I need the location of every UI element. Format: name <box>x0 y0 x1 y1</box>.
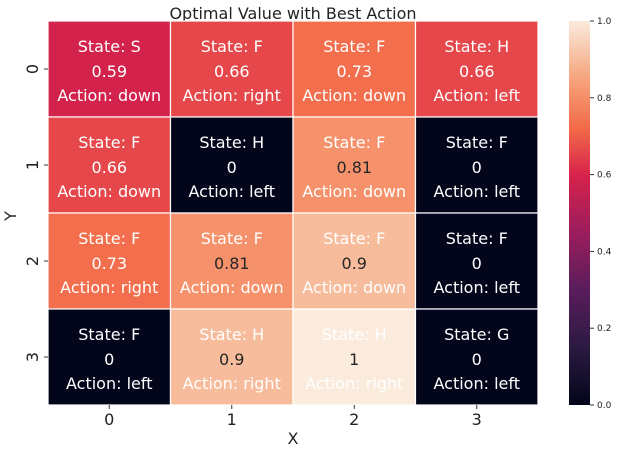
heatmap-cell <box>169 212 294 310</box>
cell-action-label: Action: right <box>183 86 281 105</box>
cell-state-label: State: F <box>323 37 385 56</box>
x-axis-ticks: 0 1 2 3 <box>104 405 482 429</box>
cell-action-label: Action: right <box>305 374 403 393</box>
heatmap-cell <box>47 116 172 214</box>
heatmap-cells: State: S 0.59 Action: down State: F 0.66 Acti… <box>47 20 539 406</box>
cell-action-label: Action: down <box>302 278 406 297</box>
colorbar-tick-label: 0.6 <box>597 171 612 181</box>
cell-value-label: 0.73 <box>336 62 372 81</box>
cell-value-label: 0.81 <box>336 158 372 177</box>
colorbar-tick-label: 0.4 <box>597 247 612 257</box>
cell-state-label: State: F <box>78 325 140 344</box>
x-axis-label: X <box>288 429 299 448</box>
cell-value-label: 0.66 <box>459 62 495 81</box>
cell-action-label: Action: left <box>434 86 521 105</box>
heatmap-cell <box>169 20 294 118</box>
cell-value-label: 0.66 <box>214 62 250 81</box>
cell-action-label: Action: left <box>434 374 521 393</box>
heatmap-cell <box>292 308 417 406</box>
x-tick-label: 2 <box>349 410 359 429</box>
heatmap-cell <box>414 212 539 310</box>
y-axis-label: Y <box>1 211 20 222</box>
x-tick-label: 3 <box>472 410 482 429</box>
cell-action-label: Action: left <box>434 182 521 201</box>
cell-value-label: 0 <box>472 254 482 273</box>
cell-state-label: State: F <box>201 37 263 56</box>
cell-value-label: 0 <box>227 158 237 177</box>
cell-action-label: Action: right <box>60 278 158 297</box>
cell-value-label: 0 <box>104 350 114 369</box>
cell-state-label: State: F <box>201 229 263 248</box>
cell-value-label: 0.81 <box>214 254 250 273</box>
y-tick-label: 2 <box>23 256 42 266</box>
cell-state-label: State: S <box>78 37 141 56</box>
cell-state-label: State: F <box>78 133 140 152</box>
cell-state-label: State: G <box>444 325 509 344</box>
heatmap-cell <box>47 20 172 118</box>
y-tick-label: 0 <box>23 64 42 74</box>
cell-value-label: 0.66 <box>91 158 127 177</box>
heatmap-cell <box>414 20 539 118</box>
x-tick-label: 1 <box>227 410 237 429</box>
cell-state-label: State: H <box>322 325 387 344</box>
heatmap-cell <box>47 308 172 406</box>
colorbar-tick-label: 0.2 <box>597 324 611 334</box>
heatmap-cell <box>414 308 539 406</box>
cell-value-label: 0.73 <box>91 254 127 273</box>
cell-action-label: Action: left <box>66 374 153 393</box>
cell-value-label: 0.59 <box>91 62 127 81</box>
cell-state-label: State: F <box>323 133 385 152</box>
cell-state-label: State: H <box>444 37 509 56</box>
cell-action-label: Action: right <box>183 374 281 393</box>
cell-state-label: State: F <box>78 229 140 248</box>
colorbar-tick-label: 0.8 <box>597 94 612 104</box>
colorbar-tick-label: 1.0 <box>597 17 612 27</box>
cell-state-label: State: H <box>199 325 264 344</box>
heatmap-cell <box>169 116 294 214</box>
colorbar-ticks: 0.0 0.2 0.4 0.6 0.8 1.0 <box>590 17 612 411</box>
cell-state-label: State: F <box>446 133 508 152</box>
colorbar <box>569 21 590 405</box>
y-axis-ticks: 0 1 2 3 <box>23 64 48 362</box>
x-tick-label: 0 <box>104 410 114 429</box>
heatmap-cell <box>414 116 539 214</box>
cell-action-label: Action: down <box>180 278 284 297</box>
y-tick-label: 1 <box>23 160 42 170</box>
chart-title: Optimal Value with Best Action <box>169 4 416 23</box>
colorbar-tick-label: 0.0 <box>597 401 612 411</box>
cell-state-label: State: F <box>323 229 385 248</box>
y-tick-label: 3 <box>23 352 42 362</box>
cell-value-label: 1 <box>349 350 359 369</box>
cell-action-label: Action: down <box>57 182 161 201</box>
cell-action-label: Action: down <box>302 86 406 105</box>
cell-value-label: 0 <box>472 158 482 177</box>
heatmap-cell <box>292 20 417 118</box>
cell-action-label: Action: left <box>434 278 521 297</box>
heatmap-cell <box>169 308 294 406</box>
cell-action-label: Action: down <box>302 182 406 201</box>
cell-action-label: Action: down <box>57 86 161 105</box>
cell-state-label: State: F <box>446 229 508 248</box>
cell-value-label: 0.9 <box>219 350 244 369</box>
cell-value-label: 0 <box>472 350 482 369</box>
cell-state-label: State: H <box>199 133 264 152</box>
cell-action-label: Action: left <box>189 182 276 201</box>
cell-value-label: 0.9 <box>342 254 367 273</box>
